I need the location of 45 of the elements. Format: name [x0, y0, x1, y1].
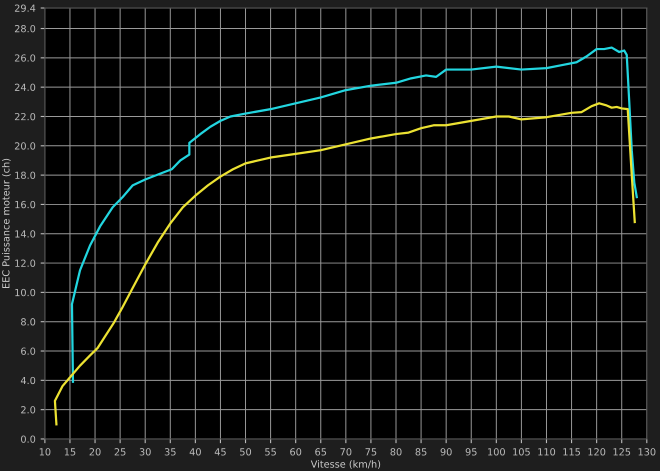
x-tick-label: 90	[440, 448, 452, 456]
y-tick-label: 29.4	[14, 4, 36, 12]
x-tick-label: 55	[265, 448, 276, 456]
x-tick-label: 85	[416, 448, 426, 456]
x-tick-label: 80	[390, 448, 402, 456]
x-tick-label: 125	[614, 448, 630, 456]
y-tick-label: 18.0	[15, 172, 36, 179]
x-tick-label: 120	[588, 448, 606, 456]
line-series	[70, 46, 638, 383]
y-tick-label: 28.0	[14, 25, 36, 32]
y-tick-label: 14.0	[15, 230, 36, 238]
x-tick-label: 60	[290, 448, 302, 456]
x-tick-label: 35	[164, 448, 176, 456]
x-tick-label: 10	[40, 448, 50, 456]
x-tick-label: 115	[563, 448, 580, 456]
x-tick-label: 40	[190, 448, 201, 456]
x-tick-label: 110	[538, 448, 556, 456]
y-tick-label: 22.0	[14, 112, 36, 120]
x-tick-label: 30	[140, 448, 151, 456]
y-tick-label: 24.0	[14, 84, 36, 91]
x-tick-label: 100	[488, 448, 505, 456]
y-tick-label: 4.0	[20, 376, 36, 384]
x-tick-label: 20	[90, 448, 101, 456]
y-tick-label: 0.0	[21, 435, 36, 443]
x-tick-label: 15	[64, 448, 76, 456]
x-tick-label: 105	[513, 448, 530, 456]
y-tick-label: 12.0	[15, 260, 36, 267]
x-tick-label: 45	[214, 448, 226, 456]
y-tick-label: 10.0	[15, 288, 36, 296]
line-series	[54, 102, 636, 426]
y-tick-label: 6.0	[21, 348, 36, 355]
x-tick-label: 95	[466, 448, 477, 456]
x-tick-label: 50	[240, 448, 252, 456]
y-axis-title: EEC Puissance moteur (ch)	[2, 158, 11, 288]
y-tick-label: 2.0	[21, 406, 36, 414]
x-tick-label: 130	[638, 448, 656, 456]
x-tick-label: 65	[315, 448, 326, 456]
x-tick-label: 75	[366, 448, 376, 456]
y-tick-label: 20.0	[14, 142, 36, 150]
y-tick-label: 26.0	[14, 54, 36, 62]
x-tick-label: 70	[340, 448, 352, 456]
y-tick-label: 16.0	[15, 200, 36, 208]
x-axis-title: Vitesse (km/h)	[310, 460, 380, 469]
x-tick-label: 25	[114, 448, 126, 456]
y-tick-label: 8.0	[21, 318, 36, 326]
